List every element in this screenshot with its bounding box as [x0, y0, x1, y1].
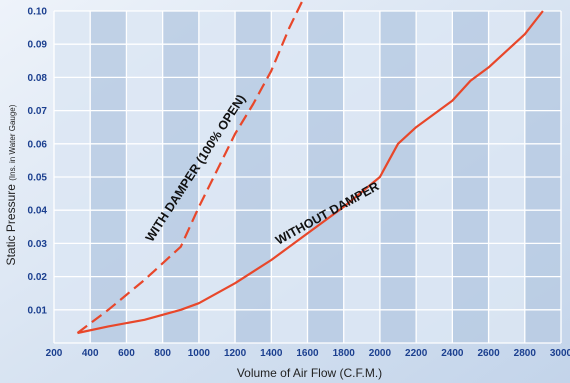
- x-tick-label: 1400: [260, 348, 283, 359]
- y-axis-title-sub: (Ins. in Water Gauge): [8, 104, 17, 181]
- y-tick-label: 0.01: [28, 305, 48, 316]
- x-tick-label: 1000: [188, 348, 211, 359]
- x-tick-label: 2200: [405, 348, 428, 359]
- x-tick-label: 1200: [224, 348, 247, 359]
- y-axis-title: Static Pressure (Ins. in Water Gauge): [4, 104, 18, 265]
- x-tick-label: 2800: [514, 348, 537, 359]
- y-tick-label: 0.03: [28, 239, 48, 250]
- x-tick-label: 600: [118, 348, 135, 359]
- y-tick-label: 0.08: [28, 73, 48, 84]
- series-line-dashed: [76, 0, 305, 334]
- series-line-solid: [77, 10, 544, 335]
- x-tick-label: 400: [82, 348, 99, 359]
- y-tick-label: 0.06: [28, 139, 48, 150]
- x-tick-label: 3000: [550, 348, 570, 359]
- y-tick-label: 0.02: [28, 272, 48, 283]
- x-tick-label: 2400: [441, 348, 464, 359]
- y-tick-label: 0.07: [28, 106, 48, 117]
- x-tick-label: 2000: [369, 348, 392, 359]
- x-tick-label: 200: [46, 348, 63, 359]
- y-tick-label: 0.09: [28, 40, 48, 51]
- y-axis-title-main: Static Pressure: [4, 181, 18, 266]
- x-tick-label: 1600: [296, 348, 319, 359]
- x-tick-label: 1800: [333, 348, 356, 359]
- y-tick-label: 0.10: [28, 7, 48, 18]
- x-axis-title: Volume of Air Flow (C.F.M.): [237, 366, 382, 380]
- x-tick-label: 2600: [477, 348, 500, 359]
- y-tick-label: 0.05: [28, 173, 48, 184]
- x-tick-label: 800: [154, 348, 171, 359]
- y-tick-label: 0.04: [28, 206, 48, 217]
